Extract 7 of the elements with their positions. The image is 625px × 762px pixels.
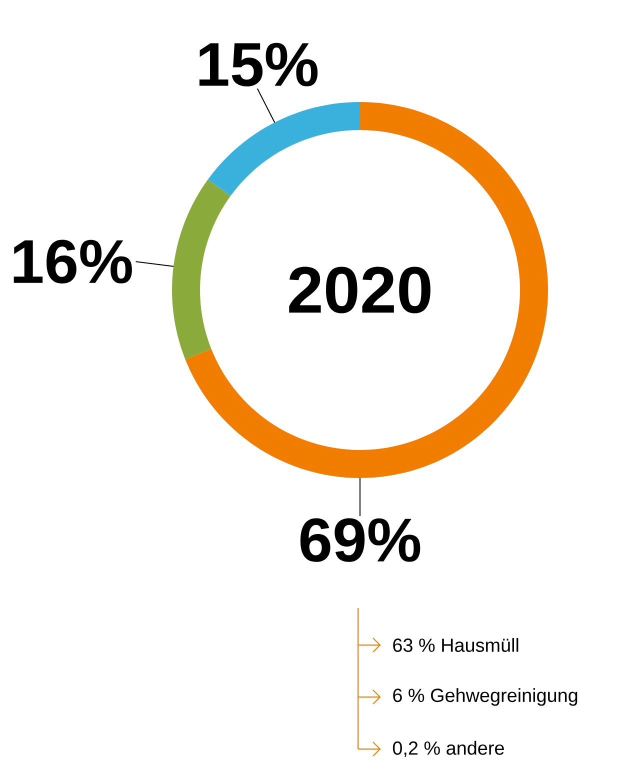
text: 63 % Hausmüll [393, 638, 518, 652]
text: 6 % Gehwegreinigung [393, 688, 578, 706]
text: 0,2 % andere [392, 740, 504, 758]
data-label: 69% [300, 518, 420, 562]
data-label: 15% [199, 42, 318, 86]
data-label: 16% [14, 240, 132, 284]
text: 2020 [289, 266, 430, 314]
